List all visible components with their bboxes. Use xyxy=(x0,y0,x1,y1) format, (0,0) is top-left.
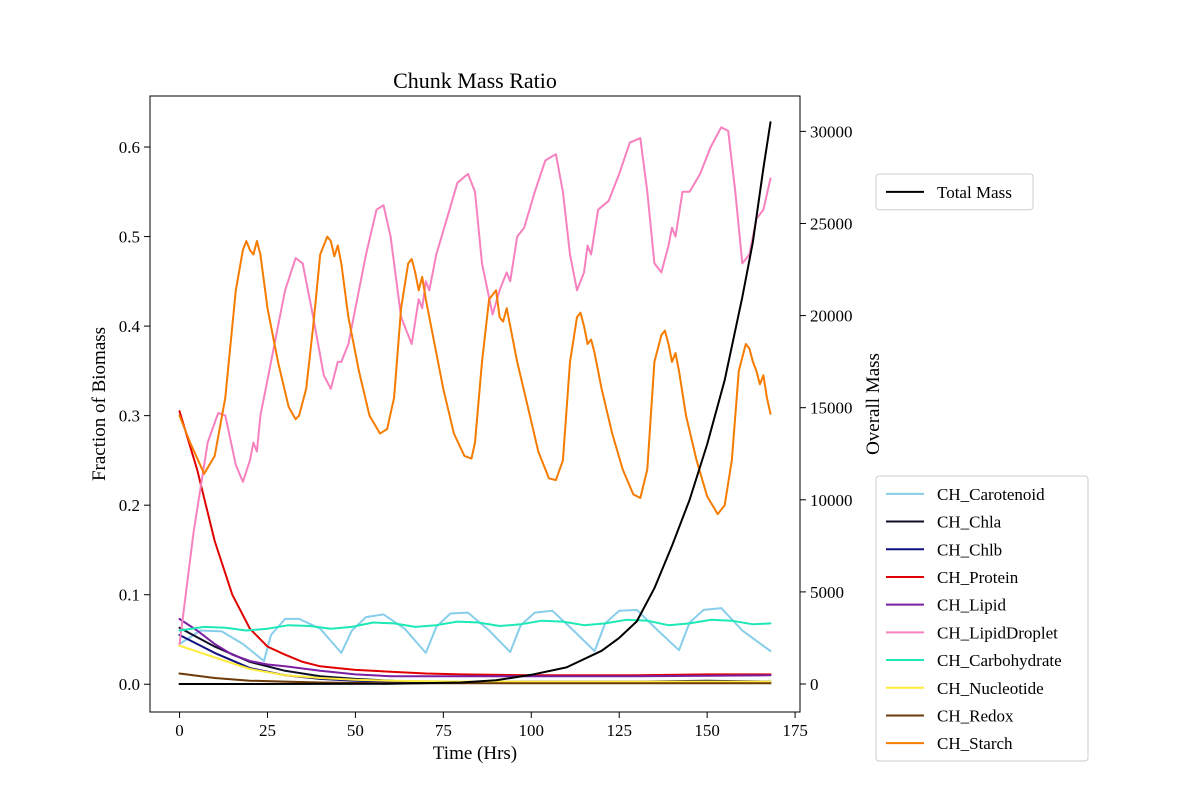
legend-frame xyxy=(875,173,1034,211)
y2-tick-label: 5000 xyxy=(810,583,844,602)
series-line-ch-carotenoid xyxy=(178,607,772,662)
y-tick-label: 0.2 xyxy=(119,496,140,515)
plot-frame xyxy=(149,95,801,713)
y-tick-label: 0.3 xyxy=(119,407,140,426)
legend-label: CH_Carotenoid xyxy=(937,485,1045,504)
legend-total-mass: Total Mass xyxy=(875,173,1034,211)
legend-label: CH_Redox xyxy=(937,706,1014,725)
y2-tick-label: 25000 xyxy=(810,214,853,233)
legend-label: CH_Carbohydrate xyxy=(937,651,1062,670)
series-line-ch-lipiddroplet xyxy=(178,126,772,645)
legend-label: CH_Starch xyxy=(937,734,1013,753)
legend-label: CH_Protein xyxy=(937,568,1019,587)
y-tick-label: 0.4 xyxy=(119,317,141,336)
y2-axis-ticks: 0 5000 10000 15000 20000 25000 30000 xyxy=(800,122,853,694)
chart-title: Chunk Mass Ratio xyxy=(393,68,557,93)
y-tick-label: 0.6 xyxy=(119,138,140,157)
series-line-ch-nucleotide xyxy=(178,644,772,683)
y2-tick-label: 20000 xyxy=(810,307,853,326)
plot-lines xyxy=(178,121,772,685)
x-tick-label: 75 xyxy=(435,721,452,740)
series-line-total-mass xyxy=(178,121,772,685)
x-tick-label: 50 xyxy=(347,721,364,740)
legend-label: CH_Chlb xyxy=(937,540,1002,559)
x-tick-label: 175 xyxy=(782,721,808,740)
legend-frame xyxy=(875,475,1089,762)
x-tick-label: 100 xyxy=(519,721,545,740)
legend-label: CH_LipidDroplet xyxy=(937,623,1058,642)
series-line-ch-starch xyxy=(178,235,772,516)
legend-label: CH_Lipid xyxy=(937,596,1006,615)
x-axis-ticks: 0 25 50 75 100 125 150 175 xyxy=(175,712,808,740)
y2-tick-label: 30000 xyxy=(810,122,853,141)
legend-components: CH_Carotenoid CH_Chla CH_Chlb CH_Protein CH_… xyxy=(875,475,1089,762)
series-line-ch-protein xyxy=(178,410,772,677)
x-tick-label: 25 xyxy=(259,721,276,740)
x-tick-label: 0 xyxy=(175,721,184,740)
x-tick-label: 150 xyxy=(694,721,720,740)
y-axis-label: Fraction of Biomass xyxy=(89,327,110,481)
x-tick-label: 125 xyxy=(606,721,632,740)
y2-tick-label: 15000 xyxy=(810,399,853,418)
x-axis-label: Time (Hrs) xyxy=(433,743,517,764)
series-line-ch-carbohydrate xyxy=(178,618,772,632)
y2-tick-label: 0 xyxy=(810,675,819,694)
y2-axis-label: Overall Mass xyxy=(863,353,884,455)
legend-label: CH_Chla xyxy=(937,513,1002,532)
legend-label: CH_Nucleotide xyxy=(937,679,1044,698)
y-axis-ticks: 0.0 0.1 0.2 0.3 0.4 0.5 0.6 xyxy=(119,138,150,694)
y-tick-label: 0.5 xyxy=(119,228,140,247)
y-tick-label: 0.0 xyxy=(119,675,140,694)
y-tick-label: 0.1 xyxy=(119,586,140,605)
y2-tick-label: 10000 xyxy=(810,491,853,510)
legend-label: Total Mass xyxy=(937,183,1012,202)
